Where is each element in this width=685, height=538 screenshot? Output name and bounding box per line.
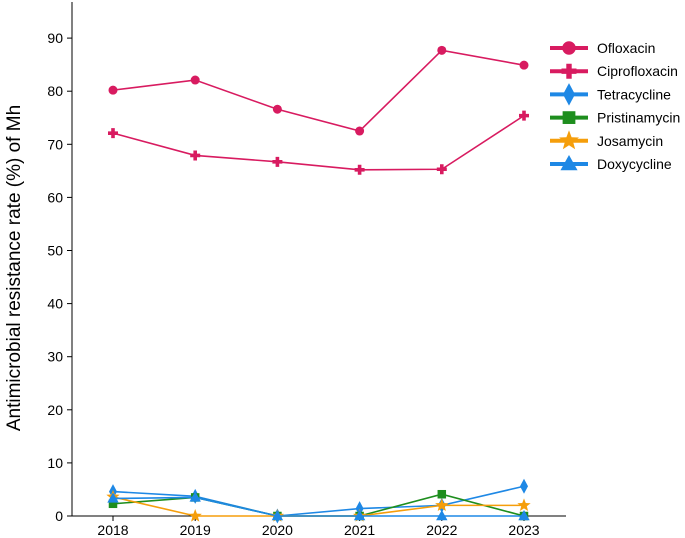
y-axis-title: Antimicrobial resistance rate (%) of Mh <box>4 105 25 431</box>
data-point <box>272 156 283 167</box>
y-tick-label: 10 <box>47 455 63 471</box>
data-point <box>520 478 528 494</box>
data-point <box>519 60 529 70</box>
y-tick-label: 40 <box>47 296 63 312</box>
data-point <box>436 510 448 521</box>
y-tick-label: 90 <box>47 30 63 46</box>
y-tick-label: 50 <box>47 243 63 259</box>
data-point <box>271 510 284 521</box>
legend-item: Ofloxacin <box>550 40 655 56</box>
data-point <box>437 45 447 55</box>
series-layer <box>106 45 531 524</box>
data-point <box>436 164 447 175</box>
legend: Ofloxacin Ciprofloxacin Tetracycline Pristi… <box>550 40 680 172</box>
data-point <box>108 128 118 139</box>
legend-marker <box>562 41 576 55</box>
data-point <box>190 75 200 85</box>
y-tick-label: 80 <box>47 83 63 99</box>
data-point <box>437 489 447 499</box>
legend-item: Doxycycline <box>550 155 672 172</box>
x-tick-label: 2018 <box>97 522 128 538</box>
axes: 0 10 20 30 40 50 60 70 80 90 2018 2019 2020 2021 2022 2… <box>47 2 566 538</box>
data-point <box>517 498 531 512</box>
legend-label: Tetracycline <box>597 86 671 102</box>
data-point <box>519 110 529 121</box>
series-doxycycline <box>107 491 530 521</box>
y-tick-label: 0 <box>55 508 63 524</box>
legend-marker <box>562 111 576 124</box>
series-line <box>112 49 525 132</box>
legend-label: Ciprofloxacin <box>597 63 678 79</box>
legend-item: Pristinamycin <box>550 110 680 126</box>
data-point <box>518 510 530 521</box>
series-line <box>112 485 525 517</box>
legend-marker <box>563 83 575 106</box>
legend-item: Ciprofloxacin <box>550 63 678 79</box>
legend-label: Doxycycline <box>597 156 672 172</box>
legend-label: Ofloxacin <box>597 40 655 56</box>
legend-label: Pristinamycin <box>597 110 680 126</box>
data-point <box>190 150 201 161</box>
x-tick-label: 2021 <box>344 522 375 538</box>
y-tick-label: 20 <box>47 402 63 418</box>
x-tick-label: 2022 <box>426 522 457 538</box>
legend-marker <box>559 130 579 150</box>
data-point <box>435 498 449 512</box>
series-line <box>112 114 525 171</box>
data-point <box>188 509 202 522</box>
legend-label: Josamycin <box>597 133 663 149</box>
data-point <box>354 164 365 175</box>
data-point <box>189 491 201 502</box>
series-ofloxacin <box>108 45 529 136</box>
data-point <box>108 499 118 509</box>
data-point <box>355 126 365 136</box>
y-tick-label: 70 <box>47 136 63 152</box>
x-tick-label: 2020 <box>262 522 293 538</box>
data-point <box>353 510 366 521</box>
legend-marker <box>561 63 577 79</box>
legend-marker <box>560 155 578 171</box>
series-line <box>112 496 524 517</box>
series-ciprofloxacin <box>108 110 529 175</box>
x-tick-label: 2019 <box>180 522 211 538</box>
data-point <box>107 492 119 503</box>
legend-item: Tetracycline <box>550 83 671 106</box>
y-tick-label: 60 <box>47 189 63 205</box>
data-point <box>272 104 282 114</box>
legend-item: Josamycin <box>550 130 663 150</box>
x-tick-label: 2023 <box>508 522 539 538</box>
data-point <box>108 85 118 95</box>
y-tick-label: 30 <box>47 349 63 365</box>
